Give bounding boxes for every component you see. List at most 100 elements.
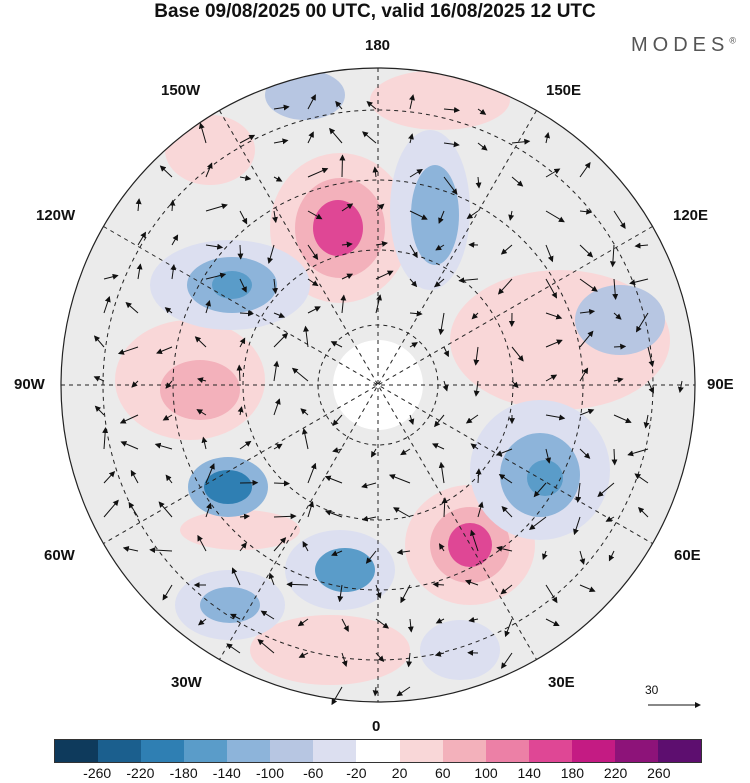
colorbar-tick-label: -140 [212, 765, 241, 781]
wind-vector [477, 501, 484, 518]
wind-vector [375, 270, 394, 280]
wind-vector [613, 414, 632, 424]
wind-vector [408, 133, 414, 144]
wind-vector [331, 686, 343, 706]
wind-vector [341, 618, 349, 632]
wind-vector [307, 278, 319, 287]
wind-vector [260, 610, 275, 620]
colorbar-tick-label: 220 [603, 765, 628, 781]
wind-vector [468, 616, 479, 623]
wind-vector [465, 414, 479, 424]
wind-vector [331, 550, 343, 557]
wind-vector [409, 342, 418, 348]
wind-vector [498, 474, 513, 484]
wind-vector [443, 346, 449, 358]
wind-vector [471, 312, 479, 320]
wind-vector [409, 94, 415, 110]
wind-vector [341, 241, 353, 248]
wind-vector [545, 312, 563, 320]
colorbar-tick-label: -180 [169, 765, 198, 781]
wind-vector [339, 154, 346, 178]
wind-vector [477, 108, 487, 115]
wind-vector [300, 408, 309, 416]
wind-vector [205, 300, 211, 314]
wind-vector [375, 203, 385, 212]
wind-vector [205, 243, 224, 250]
wind-vector [158, 501, 173, 518]
wind-vector [466, 210, 479, 219]
wind-vector [470, 529, 479, 552]
wind-vector [627, 448, 649, 457]
wind-vector [407, 618, 414, 633]
colorbar-swatch [614, 740, 658, 762]
colorbar-tick-label: 60 [435, 765, 451, 781]
wind-vector [432, 581, 445, 588]
wind-vector [131, 380, 139, 388]
wind-vector [196, 409, 207, 416]
colorbar-swatch [571, 740, 615, 762]
wind-vector [302, 541, 309, 552]
wind-vector [164, 307, 173, 314]
wind-vector [239, 513, 250, 520]
label-120e: 120E [673, 207, 709, 224]
wind-vector [442, 380, 449, 392]
wind-vector [307, 306, 321, 314]
wind-vector [149, 547, 173, 554]
label-90e: 90E [707, 376, 734, 393]
wind-vector [162, 584, 173, 601]
wind-vector [609, 244, 616, 268]
wind-vector [273, 398, 281, 416]
colorbar-tick-label: -260 [83, 765, 112, 781]
wind-vector [634, 242, 649, 249]
colorbar-swatch [485, 740, 529, 762]
wind-vector [340, 294, 347, 314]
colorbar-swatch [55, 740, 99, 762]
wind-vector [291, 367, 309, 382]
wind-vector [545, 339, 563, 348]
wind-vector [366, 101, 377, 110]
wind-vector [545, 374, 558, 382]
wind-vector [361, 515, 377, 522]
wind-vector [434, 651, 445, 657]
wind-vector [579, 550, 586, 565]
wind-vector [544, 132, 551, 144]
map-border [60, 67, 696, 703]
colorbar-swatch [313, 740, 357, 762]
wind-vector [545, 414, 566, 421]
label-150w: 150W [161, 82, 201, 99]
wind-vector [477, 142, 488, 151]
wind-vector [154, 442, 173, 450]
wind-vector [470, 443, 479, 450]
wind-vector [337, 584, 344, 603]
wind-vector [237, 244, 244, 260]
wind-vector [156, 346, 173, 354]
colorbar-swatch [399, 740, 443, 762]
wind-vector [307, 500, 315, 518]
wind-vector [102, 427, 109, 450]
colorbar-swatch [227, 740, 271, 762]
wind-vector [375, 652, 385, 662]
wind-vector [324, 510, 343, 518]
wind-vector [613, 210, 626, 229]
wind-vector [159, 165, 173, 178]
wind-vector [435, 617, 445, 624]
label-0: 0 [372, 718, 381, 735]
wind-vector [361, 482, 377, 489]
wind-vector [612, 278, 619, 300]
wind-vector [388, 474, 411, 484]
wind-vector [511, 346, 524, 362]
wind-vector [239, 278, 247, 293]
wind-vector [341, 203, 354, 212]
colorbar-swatch [528, 740, 572, 762]
wind-vector [613, 343, 627, 350]
wind-vector [103, 295, 111, 314]
label-30e: 30E [548, 674, 575, 691]
wind-vector [230, 613, 241, 620]
wind-vector [579, 367, 589, 382]
wind-vector [441, 497, 448, 518]
wind-vector [103, 470, 116, 484]
wind-vector [93, 335, 105, 348]
wind-vector [122, 546, 139, 552]
wind-vector [545, 244, 554, 263]
wind-vector [372, 686, 379, 697]
